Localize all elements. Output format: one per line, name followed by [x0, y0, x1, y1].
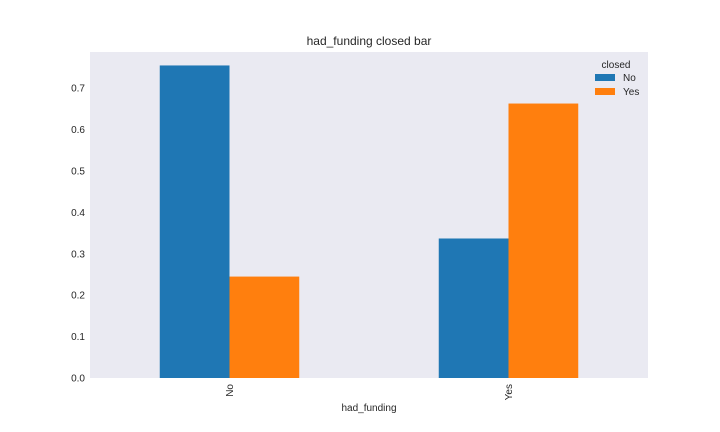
x-axis: No Yes: [225, 384, 515, 401]
y-tick-label: 0.0: [71, 374, 85, 385]
y-axis: 0.0 0.1 0.2 0.3 0.4 0.5 0.6 0.7: [71, 84, 85, 385]
y-tick-label: 0.2: [71, 291, 85, 302]
y-tick-label: 0.6: [71, 125, 85, 136]
x-tick-label: No: [225, 384, 236, 397]
bars-group: [159, 65, 579, 378]
x-tick-label: Yes: [504, 384, 515, 400]
bar-no-no: [159, 65, 230, 378]
y-tick-label: 0.4: [71, 208, 85, 219]
y-tick-label: 0.5: [71, 167, 85, 178]
legend-label: Yes: [623, 87, 639, 98]
legend-label: No: [623, 73, 636, 84]
bar-yes-no: [438, 238, 509, 378]
legend-swatch-yes: [595, 88, 615, 95]
y-tick-label: 0.7: [71, 84, 85, 95]
legend-title: closed: [602, 60, 631, 71]
chart-title: had_funding closed bar: [307, 34, 432, 48]
y-tick-label: 0.1: [71, 332, 85, 343]
legend: closed No Yes: [595, 60, 639, 98]
legend-swatch-no: [595, 74, 615, 81]
x-axis-title: had_funding: [341, 403, 396, 414]
bar-no-yes: [229, 276, 300, 378]
bar-yes-yes: [508, 103, 579, 378]
y-tick-label: 0.3: [71, 249, 85, 260]
